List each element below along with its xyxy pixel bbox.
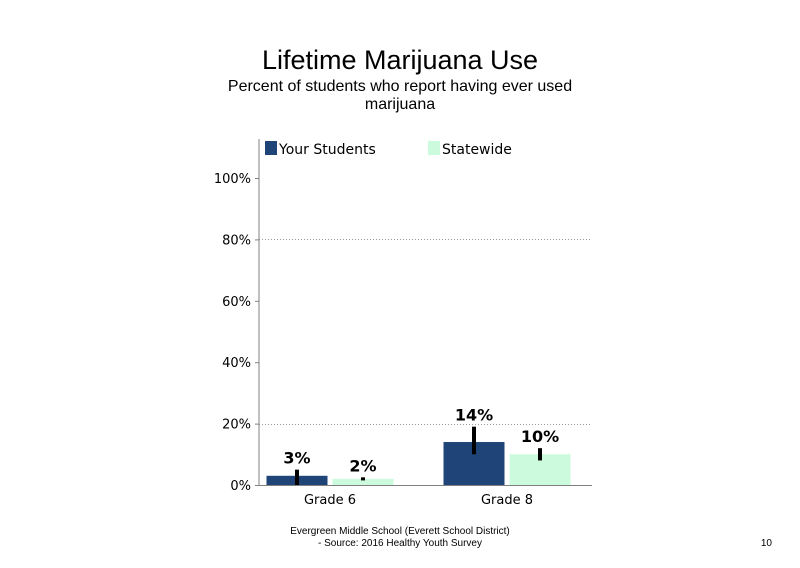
x-tick-label-grade-6: Grade 6 xyxy=(304,493,356,508)
y-tick-label-0: 0% xyxy=(230,479,251,494)
footer-source: Evergreen Middle School (Everett School … xyxy=(0,526,800,550)
data-label-statewide-grade-8: 10% xyxy=(521,427,559,446)
data-label-your-students-grade-8: 14% xyxy=(455,406,493,425)
y-tick-label-100: 100% xyxy=(214,172,251,187)
y-tick-label-80: 80% xyxy=(222,233,251,248)
legend-swatch-statewide xyxy=(428,141,440,155)
legend: Your Students Statewide xyxy=(265,141,512,158)
x-tick-label-grade-8: Grade 8 xyxy=(481,493,533,508)
data-labels: 3% 2% 14% 10% xyxy=(283,406,559,476)
page-number: 10 xyxy=(760,538,772,549)
y-tick-label-60: 60% xyxy=(222,295,251,310)
footer-school: Evergreen Middle School (Everett School … xyxy=(290,526,510,537)
data-label-your-students-grade-6: 3% xyxy=(283,449,310,468)
gridlines xyxy=(259,239,592,425)
legend-label-statewide: Statewide xyxy=(442,142,512,158)
legend-label-your-students: Your Students xyxy=(278,142,376,158)
footer-survey: - Source: 2016 Healthy Youth Survey xyxy=(318,538,482,549)
axes xyxy=(258,139,592,486)
y-tick-label-20: 20% xyxy=(222,418,251,433)
y-tick-labels: 0% 20% 40% 60% 80% 100% xyxy=(214,172,259,494)
bars xyxy=(266,442,571,485)
data-label-statewide-grade-6: 2% xyxy=(349,456,376,475)
chart-title: Lifetime Marijuana Use xyxy=(261,45,539,75)
x-tick-labels: Grade 6 Grade 8 xyxy=(304,493,533,508)
error-bars xyxy=(295,426,542,485)
y-tick-label-40: 40% xyxy=(222,356,251,371)
bar-statewide-grade-6 xyxy=(332,478,394,485)
legend-swatch-your-students xyxy=(265,141,277,155)
chart-subtitle: Percent of students who report having ev… xyxy=(227,78,573,113)
